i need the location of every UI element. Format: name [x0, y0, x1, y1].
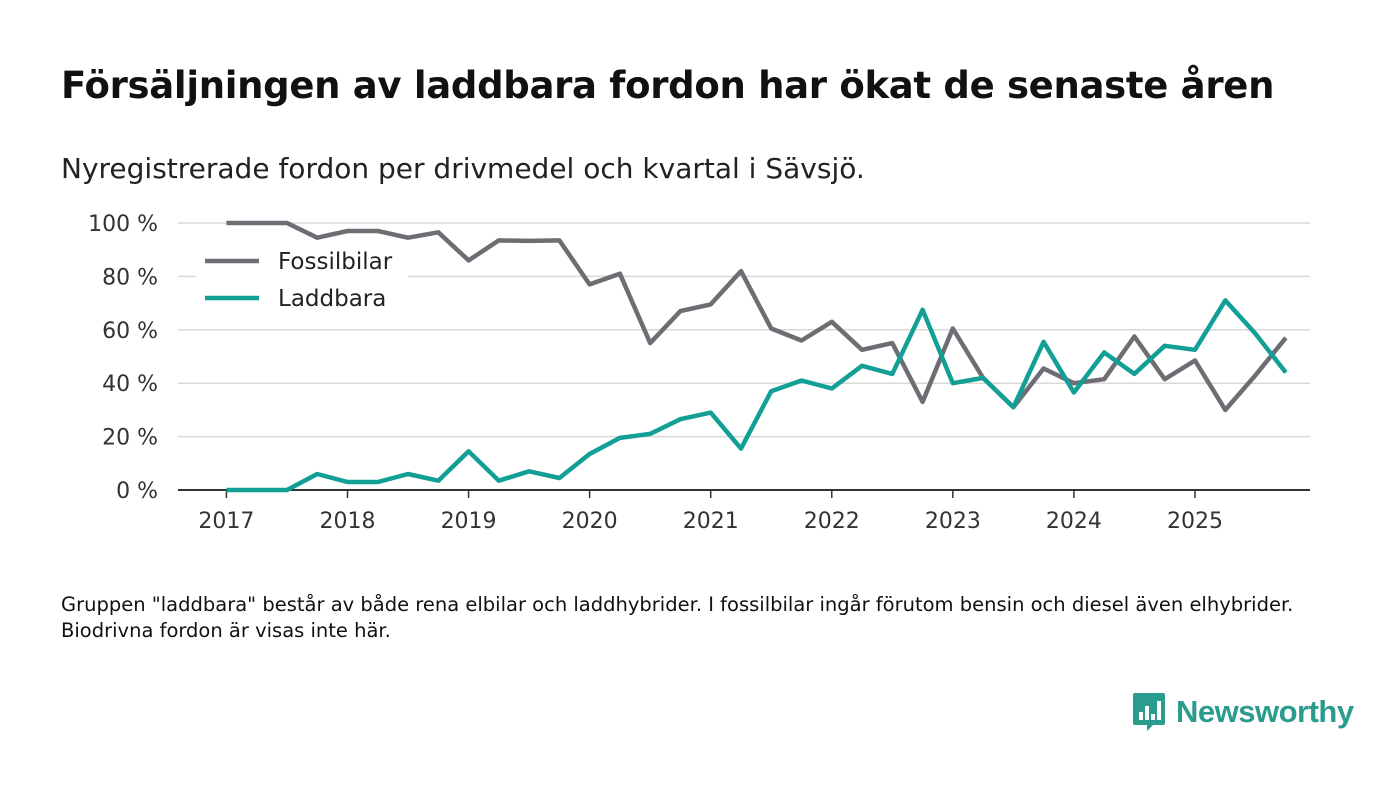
x-tick-label: 2025: [1167, 509, 1223, 534]
x-tick-label: 2018: [319, 509, 375, 534]
x-tick-label: 2020: [562, 509, 618, 534]
line-chart: 0 % 20 % 40 % 60 % 80 % 100 % 2017 2018 2019 202…: [88, 212, 1310, 534]
series-line-fossilbilar: [226, 220, 1288, 413]
x-tick-label: 2023: [925, 509, 981, 534]
x-tick-label: 2021: [683, 509, 739, 534]
chart-subtitle: Nyregistrerade fordon per drivmedel och …: [61, 152, 865, 185]
y-tick-label: 20 %: [102, 426, 158, 451]
brand-logo[interactable]: Newsworthy: [1132, 692, 1354, 732]
y-tick-label: 60 %: [102, 319, 158, 344]
y-tick-label: 0 %: [116, 479, 158, 504]
brand-name: Newsworthy: [1176, 694, 1354, 729]
chart-title: Försäljningen av laddbara fordon har öka…: [61, 64, 1275, 107]
y-tick-label: 80 %: [102, 265, 158, 290]
legend-label-fossilbilar: Fossilbilar: [278, 249, 393, 275]
legend-label-laddbara: Laddbara: [278, 286, 386, 312]
footnote: Gruppen "laddbara" består av både rena e…: [61, 593, 1294, 642]
x-tick-label: 2022: [804, 509, 860, 534]
x-tick-label: 2017: [198, 509, 254, 534]
x-tick-label: 2024: [1046, 509, 1102, 534]
legend-background: [196, 240, 408, 320]
series-line-laddbara: [226, 298, 1288, 493]
y-tick-label: 40 %: [102, 372, 158, 397]
newsworthy-logo-icon: [1133, 693, 1165, 731]
x-tick-label: 2019: [441, 509, 497, 534]
y-tick-label: 100 %: [88, 212, 158, 237]
